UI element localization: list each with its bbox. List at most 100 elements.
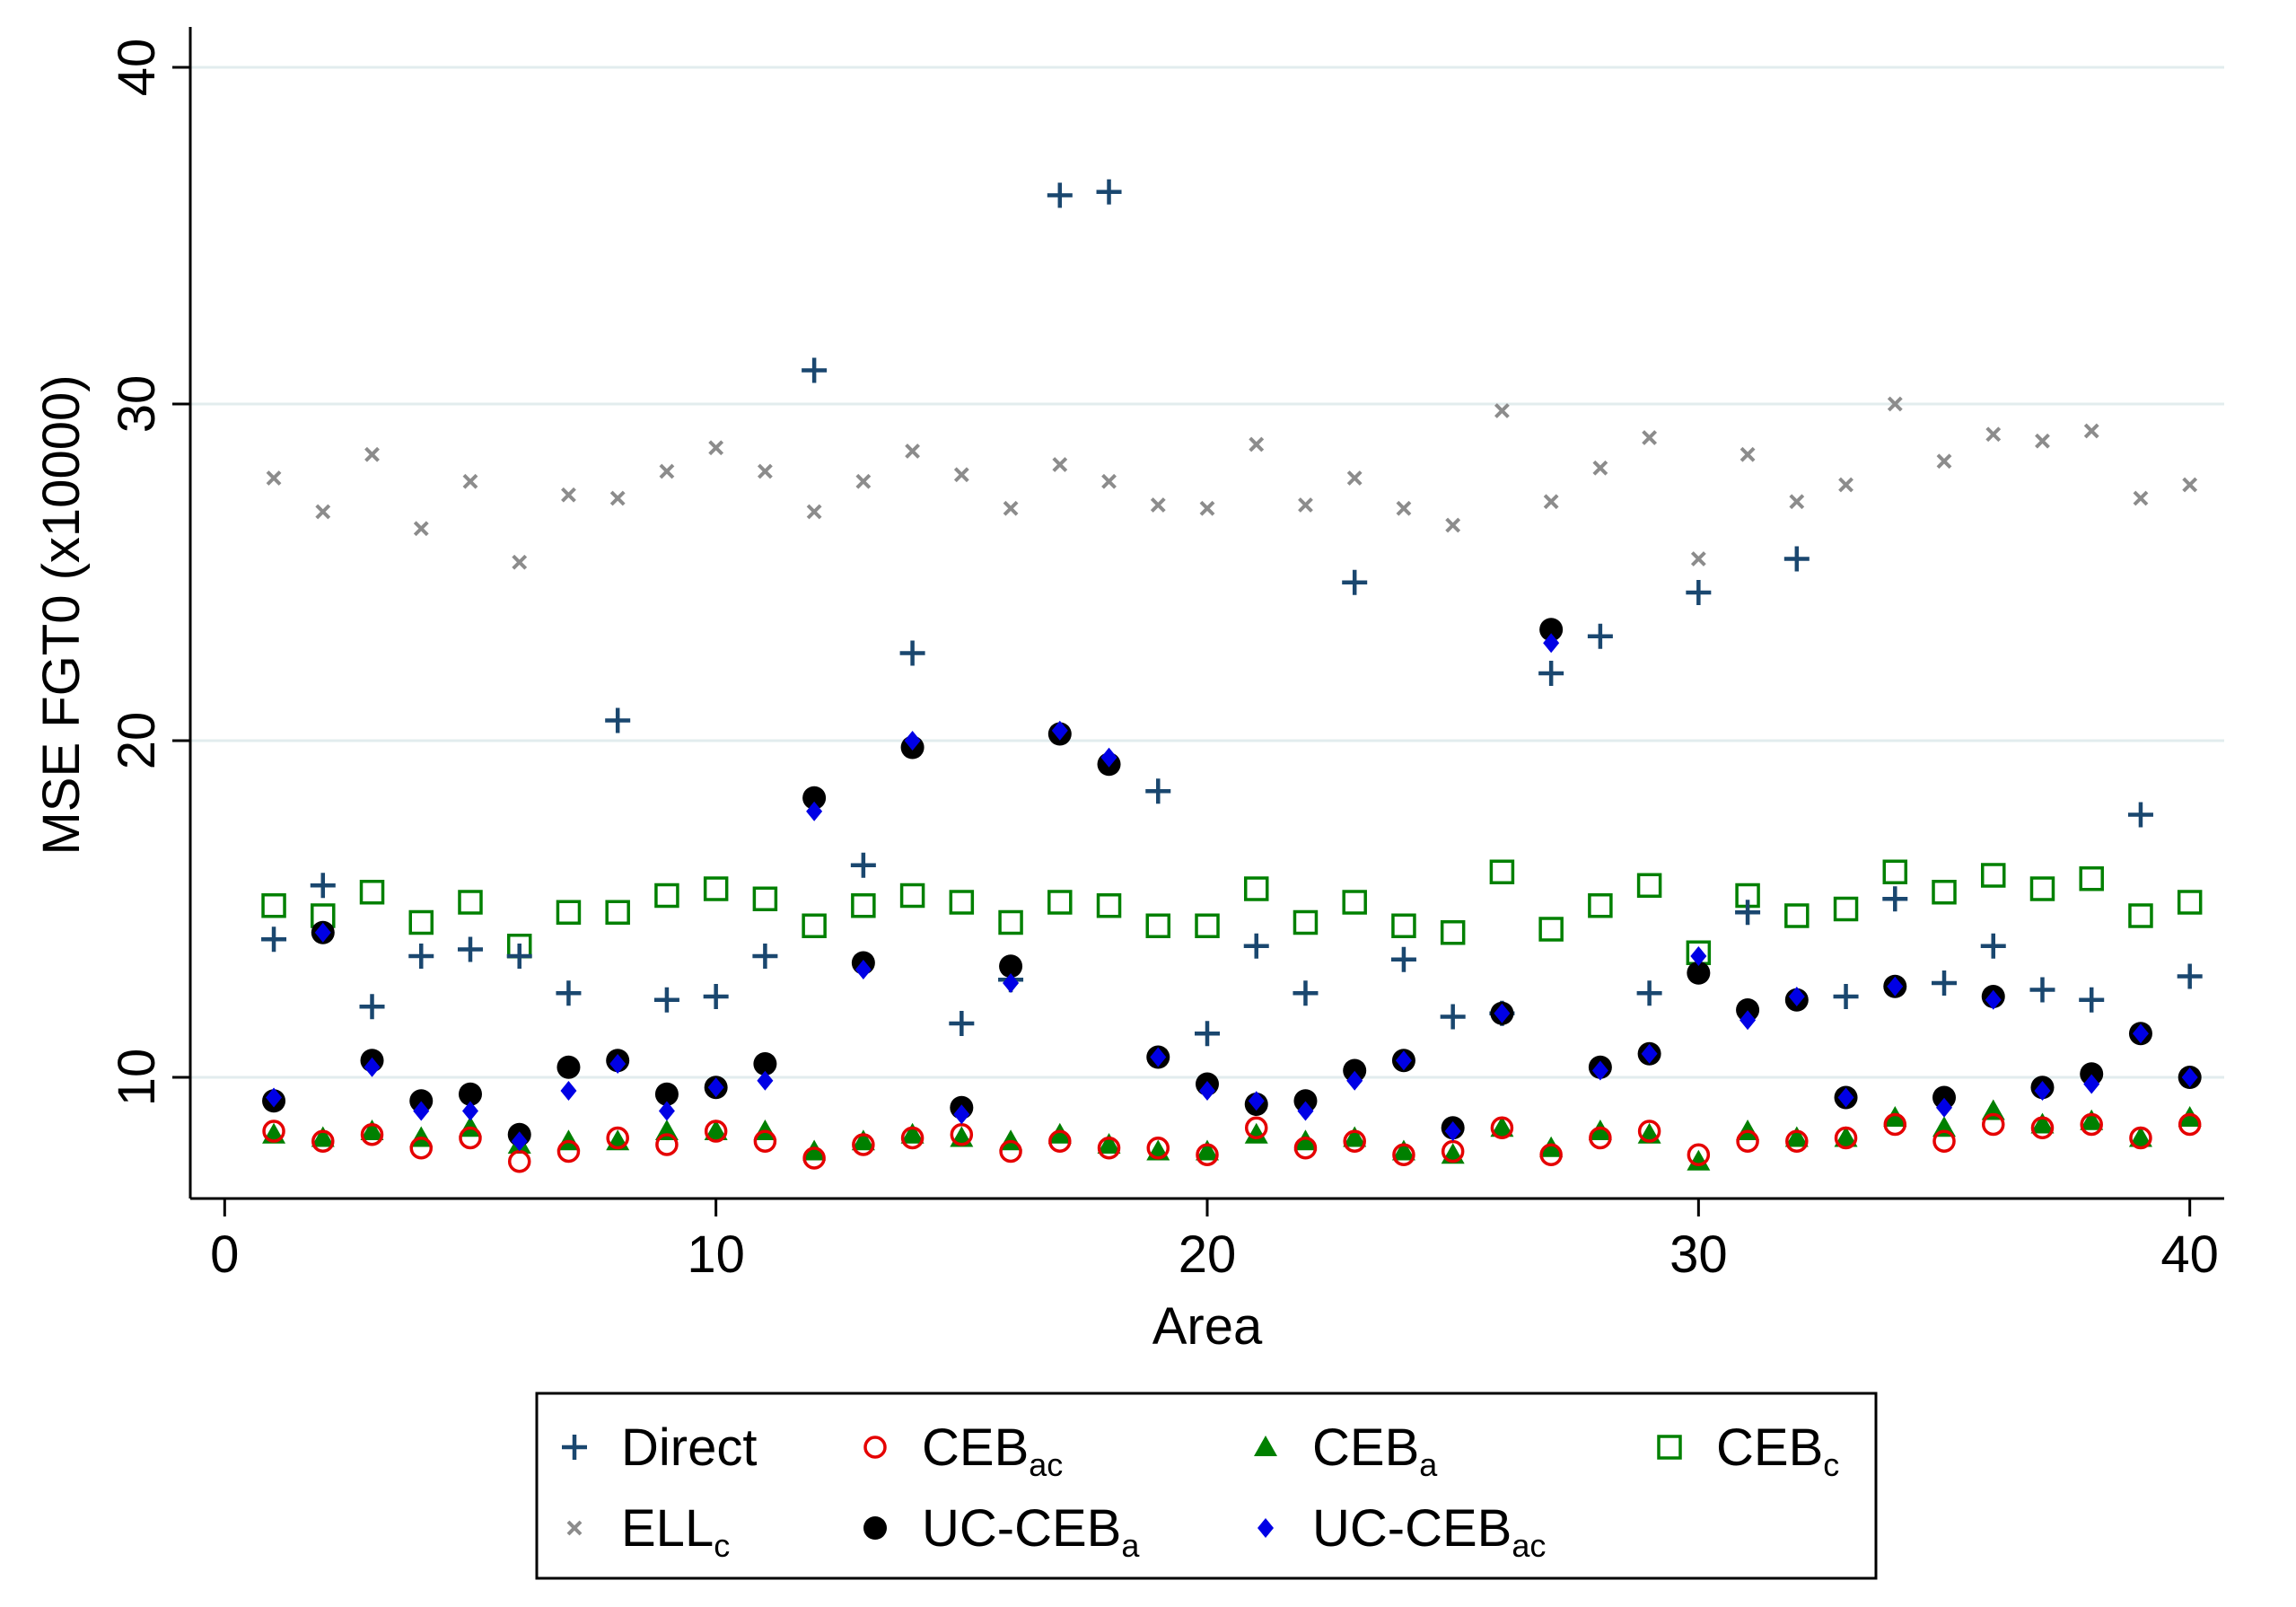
point-cebac-5 [459,1126,482,1150]
point-direct-5 [457,936,483,962]
point-ceba-26 [1490,1116,1514,1137]
point-ellc-6 [512,554,528,570]
point-ellc-34 [1887,396,1903,412]
legend-marker-cebc [1657,1435,1682,1460]
point-uc-cebac-36 [1985,989,2002,1010]
point-uc-cebac-12 [806,801,823,821]
point-direct-24 [1390,946,1416,972]
point-ellc-13 [855,473,872,489]
legend-label-uc-ceba: UC-CEBa [922,1499,1140,1564]
point-direct-35 [1932,970,1958,996]
point-cebc-35 [1932,880,1957,905]
point-direct-39 [2127,802,2153,828]
point-cebac-10 [704,1120,728,1143]
point-cebac-26 [1490,1116,1514,1139]
point-cebc-23 [1342,890,1367,915]
point-uc-cebac-4 [413,1101,430,1121]
point-cebac-34 [1883,1112,1907,1137]
point-cebac-13 [852,1133,875,1156]
point-cebac-27 [1539,1143,1563,1166]
point-ellc-8 [609,490,626,506]
point-cebc-11 [752,886,778,911]
point-ellc-17 [1052,457,1068,472]
point-cebac-37 [2030,1116,2055,1139]
x-axis-title: Area [1152,1297,1263,1356]
point-ellc-30 [1690,551,1706,566]
x-tick-label: 0 [210,1225,239,1284]
point-cebc-8 [605,900,630,925]
point-ellc-14 [905,443,921,459]
legend-label-ellc: ELLc [621,1499,730,1564]
point-direct-32 [1783,546,1810,572]
point-uc-ceba-31 [1736,998,1760,1022]
point-uc-cebac-13 [854,960,872,979]
point-direct-17 [1047,182,1073,208]
point-cebac-15 [950,1123,974,1146]
point-cebc-16 [998,909,1023,935]
point-cebac-17 [1048,1129,1072,1153]
point-direct-25 [1440,1004,1466,1030]
point-ceba-34 [1883,1106,1907,1127]
point-direct-4 [408,944,434,969]
point-cebc-32 [1784,903,1810,928]
point-ellc-33 [1838,477,1853,493]
point-cebc-20 [1195,913,1220,938]
point-cebac-30 [1687,1143,1711,1166]
point-ellc-27 [1543,494,1559,510]
legend-label-ceba: CEBa [1312,1418,1438,1483]
point-uc-cebac-10 [707,1077,724,1098]
point-direct-40 [2177,963,2203,989]
point-ellc-21 [1249,436,1265,452]
point-ellc-23 [1346,470,1363,486]
point-ellc-4 [413,521,429,537]
point-cebac-19 [1146,1137,1170,1160]
point-cebac-14 [900,1126,925,1150]
point-uc-cebac-37 [2034,1081,2051,1101]
point-cebac-12 [802,1146,826,1170]
y-tick-label: 10 [108,1049,166,1107]
point-cebac-25 [1441,1139,1465,1164]
point-cebac-35 [1932,1129,1956,1153]
point-uc-cebac-17 [1051,720,1068,741]
point-cebc-27 [1538,917,1564,942]
point-uc-cebac-30 [1690,946,1707,966]
point-ceba-38 [2080,1109,2104,1130]
point-ceba-17 [1047,1122,1072,1144]
point-uc-cebac-1 [266,1087,283,1108]
point-ceba-21 [1244,1122,1268,1144]
point-ceba-37 [2030,1112,2055,1134]
point-uc-cebac-32 [1788,987,1805,1006]
point-uc-ceba-23 [1343,1058,1367,1083]
point-direct-30 [1686,580,1712,605]
point-direct-14 [899,640,925,666]
point-cebac-40 [2178,1112,2202,1137]
point-ceba-33 [1834,1126,1858,1147]
point-ceba-12 [802,1139,827,1161]
point-direct-18 [1096,179,1122,205]
point-cebac-32 [1785,1129,1809,1153]
point-cebc-13 [851,893,876,918]
point-cebc-1 [261,893,286,918]
point-ellc-20 [1199,500,1215,516]
series-cebc [261,859,2203,965]
point-cebac-11 [753,1129,777,1153]
point-cebc-17 [1047,890,1073,915]
point-ellc-26 [1494,403,1510,418]
point-uc-cebac-5 [461,1101,478,1121]
point-direct-33 [1833,984,1859,1009]
legend-label-cebac: CEBac [922,1418,1063,1483]
point-uc-cebac-22 [1297,1101,1314,1121]
point-ellc-11 [757,463,773,479]
point-cebac-4 [409,1137,434,1160]
point-cebc-34 [1882,859,1908,884]
legend-label-direct: Direct [621,1418,757,1477]
point-uc-cebac-8 [609,1054,627,1074]
point-direct-11 [752,944,778,969]
point-cebc-10 [703,876,729,901]
point-cebc-5 [458,890,483,915]
point-cebac-36 [1981,1112,2005,1137]
point-cebac-16 [999,1139,1022,1164]
point-cebac-2 [311,1129,335,1153]
legend-marker-cebac [863,1436,887,1459]
point-cebac-23 [1343,1129,1366,1153]
